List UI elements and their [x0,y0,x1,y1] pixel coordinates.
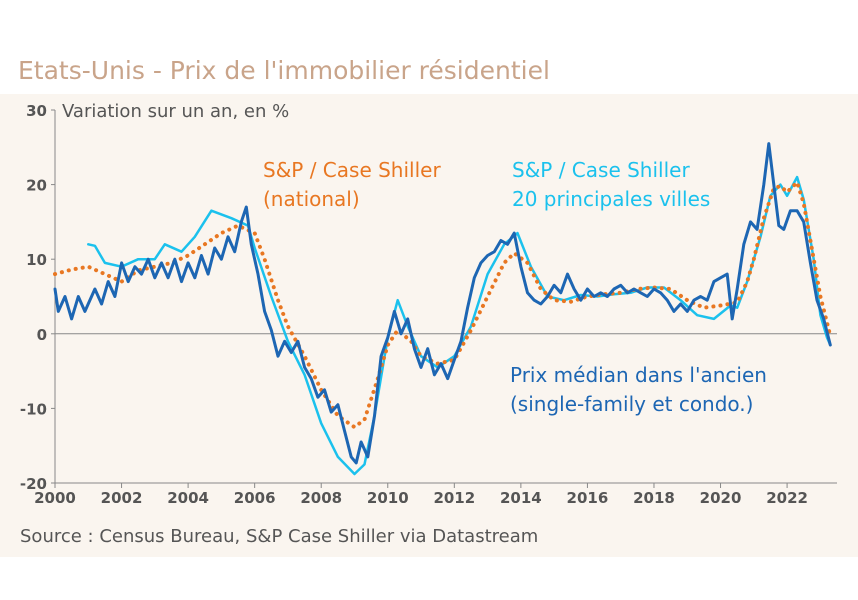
x-tick-label: 2008 [300,489,342,507]
x-tick-label: 2020 [700,489,742,507]
chart-area: -20 -10 0 10 20 30 2000 2002 2004 2006 2008 2010 201… [0,94,858,557]
y-tick-label: -10 [20,400,47,418]
annotation-national-line1: S&P / Case Shiller [263,158,441,182]
line-chart: -20 -10 0 10 20 30 2000 2002 2004 2006 2008 2010 201… [20,101,837,507]
x-tick-label: 2010 [367,489,409,507]
series-line-0 [53,180,833,430]
y-tick-label: 20 [26,177,47,195]
source-note: Source : Census Bureau, S&P Case Shiller… [20,526,539,547]
x-tick-label: 2004 [167,489,209,507]
x-tick-label: 2016 [567,489,609,507]
annotation-national-line2: (national) [263,187,360,211]
annotation-median-line2: (single-family et condo.) [510,392,753,416]
y-tick-label: -20 [20,475,47,493]
series-line-1 [87,175,832,476]
y-tick-label: 10 [26,251,47,269]
x-tick-label: 2002 [101,489,143,507]
annotation-cities-line2: 20 principales villes [512,187,710,211]
annotation-cities-line1: S&P / Case Shiller [512,158,690,182]
x-tick-label: 2012 [433,489,475,507]
y-tick-label: 30 [26,102,47,120]
y-axis-label: Variation sur un an, en % [62,101,289,122]
y-tick-label: 0 [37,326,47,344]
x-tick-label: 2000 [34,489,76,507]
x-tick-label: 2022 [766,489,808,507]
chart-title: Etats-Unis - Prix de l'immobilier réside… [18,56,550,85]
series-line-2 [53,142,832,465]
annotation-median-line1: Prix médian dans l'ancien [510,363,767,387]
x-tick-label: 2018 [633,489,675,507]
x-tick-label: 2014 [500,489,542,507]
x-tick-label: 2006 [234,489,276,507]
